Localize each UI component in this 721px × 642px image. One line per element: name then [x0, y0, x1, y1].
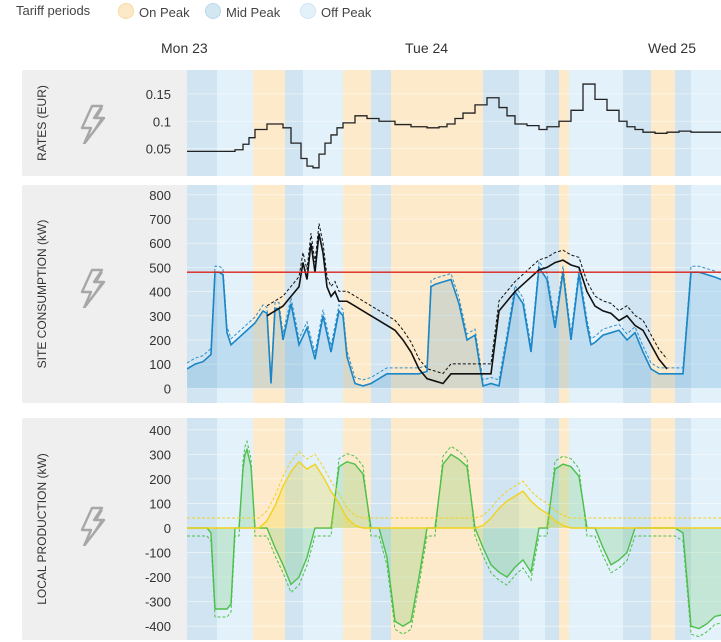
tariff-band-9 [519, 70, 545, 176]
legend-item-mid-peak[interactable]: Mid Peak [205, 3, 280, 20]
ytick-label-1-2: 200 [149, 333, 171, 348]
ytick-label-2-4: 0 [164, 521, 171, 536]
production-bolt-icon[interactable] [78, 506, 112, 554]
tariff-band-2 [253, 418, 285, 640]
tariff-band-7 [391, 70, 483, 176]
tariff-band-16 [691, 418, 721, 640]
tariff-band-4 [303, 418, 343, 640]
legend-label-off-peak: Off Peak [321, 5, 372, 20]
ytick-label-2-0: -400 [145, 619, 171, 634]
ytick-label-2-6: 200 [149, 472, 171, 487]
tariff-band-5 [343, 185, 371, 403]
consumption-line-blue [187, 265, 721, 387]
tariff-band-14 [651, 70, 675, 176]
tariff-band-8 [483, 418, 519, 640]
tariff-band-6 [371, 185, 391, 403]
production-area-green [187, 449, 721, 629]
plot-area-0 [187, 70, 721, 176]
consumption-line-blue-dashed [187, 259, 721, 381]
ytick-label-1-6: 600 [149, 236, 171, 251]
ytick-label-0-2: 0.15 [146, 87, 171, 102]
tariff-band-9 [519, 418, 545, 640]
plot-area-1 [187, 185, 721, 403]
ytick-label-0-0: 0.05 [146, 142, 171, 157]
tariff-band-16 [691, 185, 721, 403]
legend-label-mid-peak: Mid Peak [226, 5, 281, 20]
legend-item-on-peak[interactable]: On Peak [118, 3, 190, 20]
ytick-label-1-7: 700 [149, 212, 171, 227]
rates-bolt-icon[interactable] [78, 104, 112, 152]
tariff-legend: Tariff periods On Peak Mid Peak Off Peak [0, 0, 721, 22]
tariff-band-10 [545, 70, 559, 176]
tariff-band-15 [675, 70, 691, 176]
rates-line [187, 83, 721, 169]
tariff-band-14 [651, 185, 675, 403]
tariff-band-6 [371, 70, 391, 176]
tariff-band-9 [519, 185, 545, 403]
production-line-green-dashed [187, 439, 721, 638]
ytick-label-2-8: 400 [149, 423, 171, 438]
ytick-label-1-1: 100 [149, 357, 171, 372]
tariff-band-0 [187, 418, 217, 640]
day-label-wed: Wed 25 [648, 40, 696, 56]
tariff-band-13 [623, 185, 651, 403]
tariff-band-1 [217, 185, 253, 403]
tariff-band-13 [623, 70, 651, 176]
tariff-band-1 [217, 70, 253, 176]
tariff-band-2 [253, 185, 285, 403]
tariff-band-13 [623, 418, 651, 640]
day-label-mon: Mon 23 [161, 40, 208, 56]
ytick-label-0-1: 0.1 [153, 114, 171, 129]
tariff-band-15 [675, 185, 691, 403]
tariff-band-7 [391, 418, 483, 640]
ytick-label-2-5: 100 [149, 496, 171, 511]
mid-peak-dot-icon [205, 3, 221, 19]
tariff-band-12 [569, 185, 623, 403]
tariff-band-11 [559, 185, 569, 403]
tariff-band-5 [343, 418, 371, 640]
consumption-area [187, 267, 721, 389]
ytick-label-2-3: -100 [145, 546, 171, 561]
tariff-band-4 [303, 70, 343, 176]
ytick-label-1-0: 0 [164, 381, 171, 396]
tariff-band-6 [371, 418, 391, 640]
production-line-yellow-dashed [187, 450, 721, 519]
consumption-line-black-dashed [266, 223, 668, 375]
tariff-band-10 [545, 185, 559, 403]
tariff-band-0 [187, 70, 217, 176]
legend-title: Tariff periods [16, 3, 91, 18]
consumption-bolt-icon[interactable] [78, 268, 112, 316]
ytick-label-1-8: 800 [149, 188, 171, 203]
off-peak-dot-icon [300, 3, 316, 19]
production-area-yellow [187, 461, 721, 528]
tariff-band-12 [569, 70, 623, 176]
tariff-band-3 [285, 70, 303, 176]
tariff-band-11 [559, 70, 569, 176]
legend-item-off-peak[interactable]: Off Peak [300, 3, 371, 20]
ytick-label-2-2: -200 [145, 570, 171, 585]
consumption-line-black [266, 233, 668, 385]
tariff-band-10 [545, 418, 559, 640]
tariff-band-7 [391, 185, 483, 403]
tariff-band-2 [253, 70, 285, 176]
production-line-yellow [187, 460, 721, 529]
on-peak-dot-icon [118, 3, 134, 19]
ytick-label-1-4: 400 [149, 285, 171, 300]
ytick-label-2-1: -300 [145, 595, 171, 610]
ytick-label-1-5: 500 [149, 260, 171, 275]
legend-label-on-peak: On Peak [139, 5, 190, 20]
ytick-label-2-7: 300 [149, 447, 171, 462]
day-label-tue: Tue 24 [405, 40, 449, 56]
plot-area-2 [187, 418, 721, 640]
tariff-band-8 [483, 70, 519, 176]
ytick-label-1-3: 300 [149, 309, 171, 324]
tariff-band-16 [691, 70, 721, 176]
tariff-band-11 [559, 418, 569, 640]
tariff-band-14 [651, 418, 675, 640]
